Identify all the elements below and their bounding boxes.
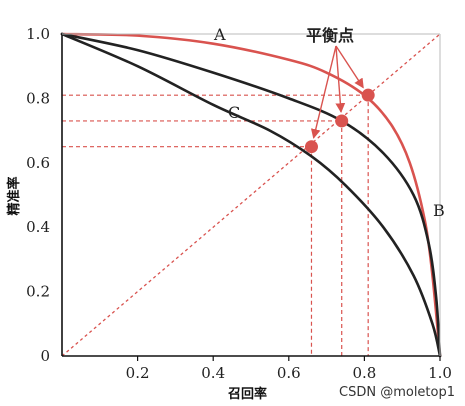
y-tick-label: 0.2 [26,283,50,301]
balance-point-a [361,88,375,102]
balance-point-c [304,140,318,154]
tick-labels: 0.2 0.4 0.6 0.8 1.0 0 0.2 0.4 0.6 0.8 1.0 [26,25,452,382]
x-tick-label: 0.6 [277,364,301,382]
curve-label-c: C [228,103,240,122]
y-tick-label: 0.8 [26,89,50,107]
curve-labels: A B C 平衡点 [213,25,445,220]
axes [61,33,441,357]
x-axis-title: 召回率 [228,386,267,402]
balance-points [304,45,375,154]
y-tick-label: 0.4 [26,218,50,236]
y-tick-label: 0.6 [26,154,50,172]
x-tick-label: 0.2 [126,364,150,382]
curve-label-b: B [433,201,445,220]
watermark: CSDN @moletop1 [339,385,455,400]
y-tick-label: 1.0 [26,25,50,43]
annotation-arrow-a [335,45,364,89]
curve-c [60,32,442,358]
curve-label-a: A [213,25,226,44]
curve-b [60,32,442,358]
annotation-arrow-c [310,45,337,139]
y-tick-label: 0 [40,347,50,365]
diagonal-line [61,33,441,357]
guide-lines [61,33,441,357]
balance-point-annotation: 平衡点 [306,26,354,45]
annotation-arrow-b [335,45,346,113]
y-axis-title: 精准率 [6,176,22,215]
x-tick-label: 0.8 [352,364,376,382]
x-tick-label: 1.0 [428,364,452,382]
x-tick-label: 0.4 [201,364,225,382]
balance-point-b [335,114,349,128]
